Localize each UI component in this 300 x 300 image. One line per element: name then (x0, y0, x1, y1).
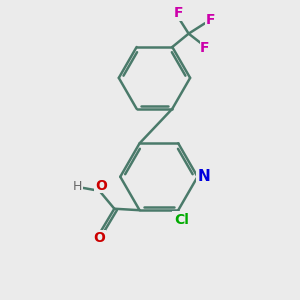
Text: F: F (200, 41, 210, 56)
Text: Cl: Cl (174, 213, 189, 227)
Text: H: H (73, 180, 83, 193)
Text: N: N (198, 169, 211, 184)
Text: F: F (173, 6, 183, 20)
Text: F: F (206, 13, 216, 27)
Text: O: O (95, 178, 107, 193)
Text: O: O (94, 231, 105, 244)
